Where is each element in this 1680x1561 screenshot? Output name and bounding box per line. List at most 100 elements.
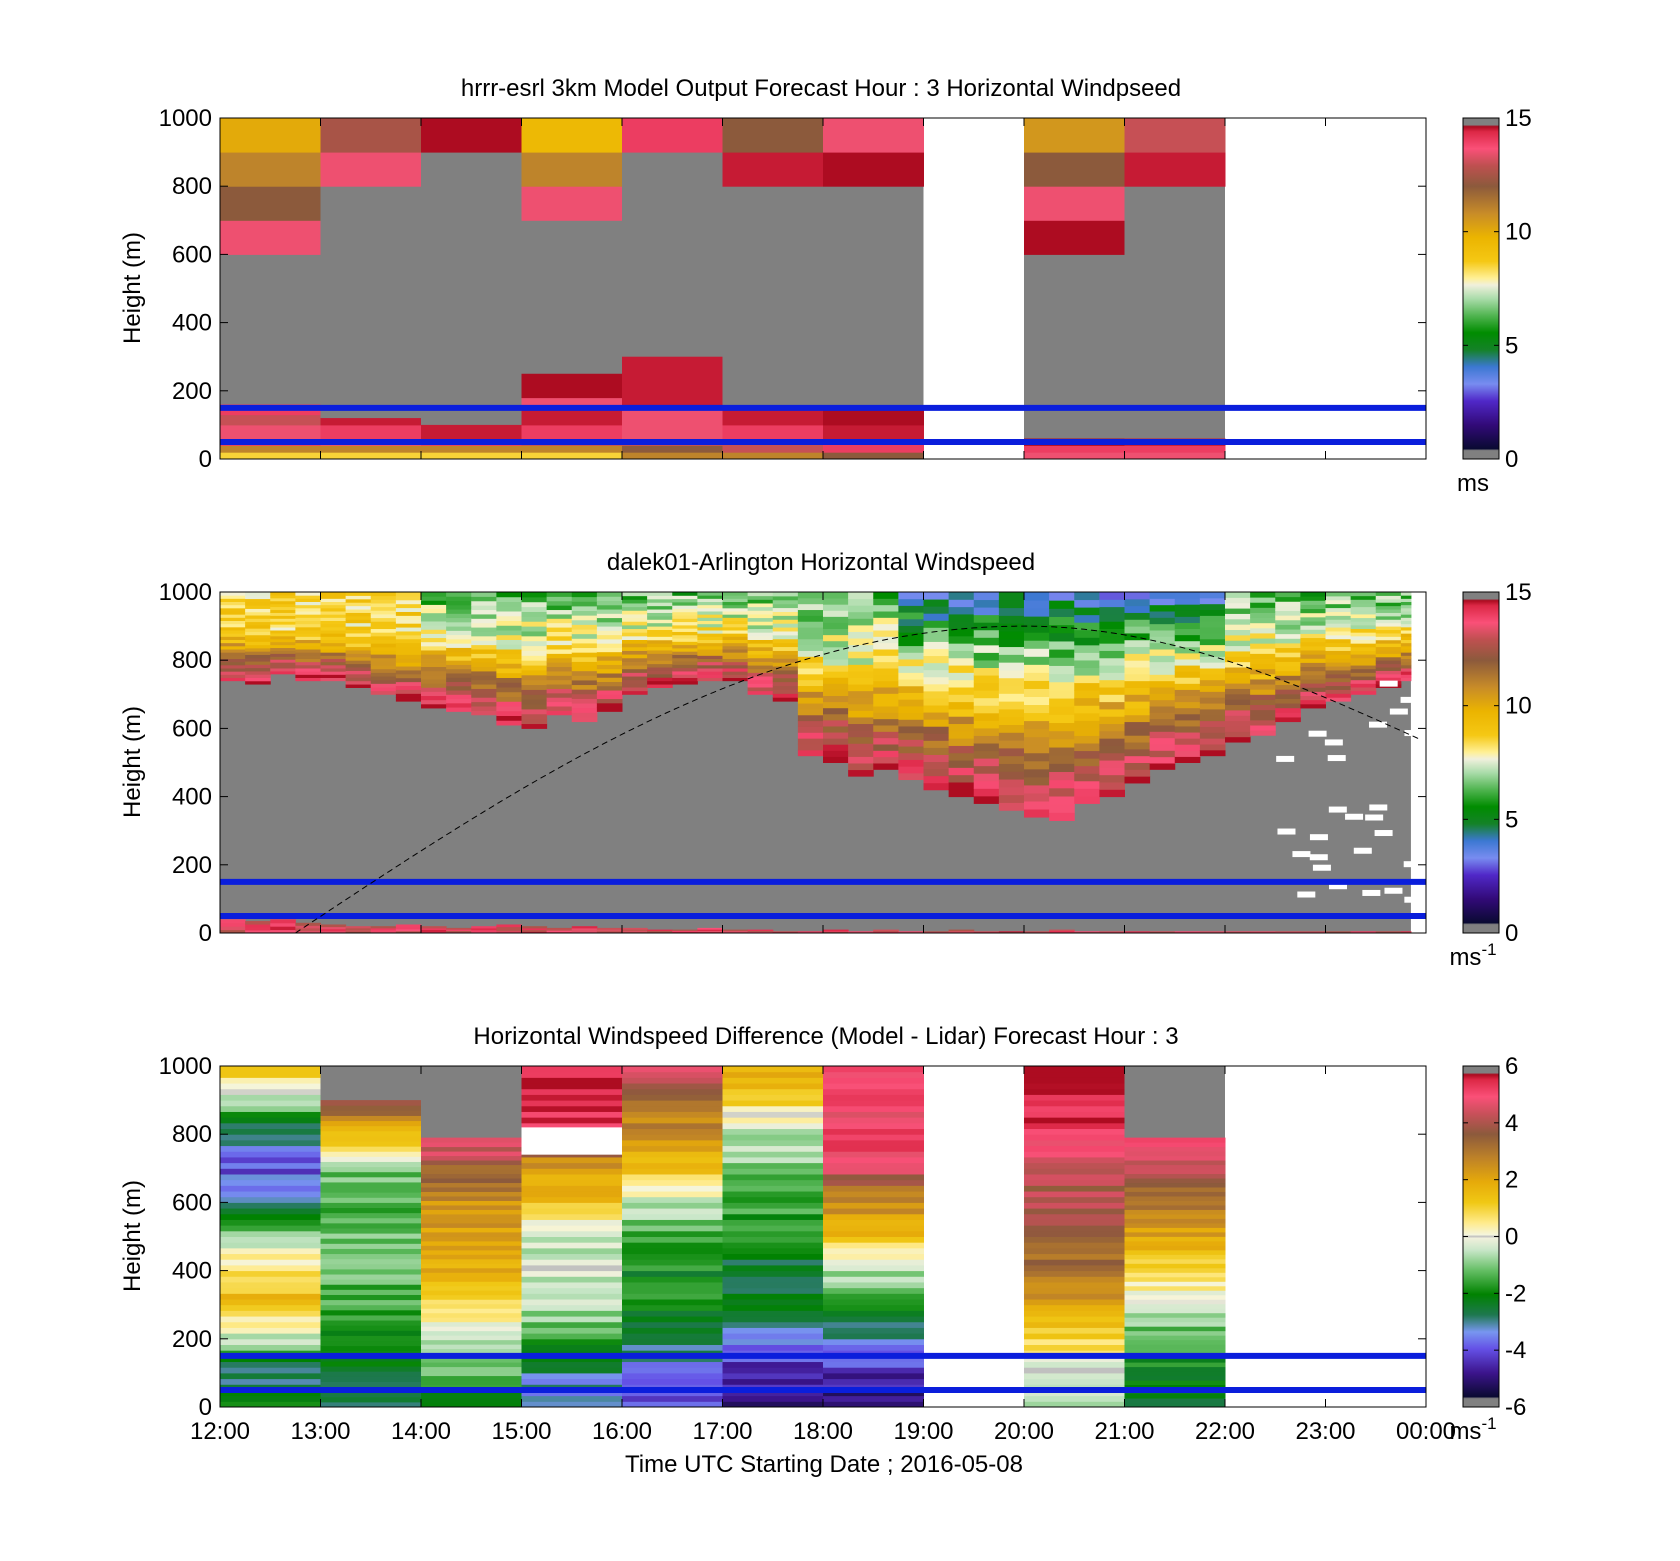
panel2-cell	[998, 740, 1025, 749]
panel2-cell	[1099, 701, 1125, 710]
panel2-cell	[1024, 800, 1050, 810]
panel2-missing-cell	[1365, 814, 1384, 821]
panel2-cell	[1300, 674, 1326, 680]
panel3-cell	[1124, 1330, 1226, 1336]
panel2-cell	[1174, 640, 1201, 648]
panel2-cell	[1099, 760, 1125, 768]
panel2-cell	[1400, 931, 1412, 933]
panel2-cell	[1300, 670, 1326, 676]
panel2-cell	[295, 667, 321, 672]
panel2-cell	[948, 716, 975, 725]
panel2-cell	[1225, 731, 1251, 738]
panel2-cell	[596, 694, 623, 700]
panel2-cell	[521, 679, 548, 686]
panel2-colorbar-label: 5	[1505, 806, 1518, 833]
panel2-cell	[697, 667, 723, 672]
panel2-cell	[596, 643, 623, 648]
panel2-cell	[1174, 604, 1201, 611]
panel3-cell	[320, 1243, 422, 1249]
panel2-cell	[1149, 724, 1176, 732]
panel2-cell	[1099, 592, 1125, 600]
panel2-cell	[1124, 742, 1151, 750]
panel1-cell	[521, 152, 623, 187]
panel2-cell	[898, 638, 924, 647]
panel2-cell	[722, 931, 749, 933]
panel2-cell	[1199, 720, 1226, 727]
panel1-cell	[521, 397, 623, 409]
panel2-cell	[245, 608, 271, 613]
panel2-cell	[1174, 701, 1201, 709]
panel2-cell	[395, 611, 422, 616]
panel3-cell	[220, 1321, 321, 1328]
panel2-cell	[1225, 602, 1251, 609]
panel2-cell	[797, 667, 824, 675]
panel2-cell	[1199, 732, 1226, 739]
panel3-cell	[521, 1179, 623, 1186]
panel3-cell	[521, 1270, 623, 1277]
panel2-cell	[1225, 677, 1251, 684]
panel2-cell	[1149, 598, 1176, 606]
panel2-cell	[1124, 687, 1151, 695]
panel2-cell	[1174, 713, 1201, 721]
panel2-cell	[1400, 661, 1412, 666]
panel2-cell	[446, 609, 472, 614]
panel3-cell	[823, 1310, 924, 1317]
panel2-cell	[1174, 756, 1201, 763]
panel2-cell	[1300, 683, 1326, 688]
panel2-cell	[1300, 658, 1326, 663]
panel2-cell	[270, 919, 296, 924]
panel2-cell	[998, 677, 1025, 687]
panel2-cell	[471, 670, 497, 676]
panel3-cell	[1024, 1156, 1125, 1164]
panel2-cell	[1199, 632, 1226, 640]
panel3-cell	[622, 1389, 723, 1397]
panel3-cell	[220, 1395, 321, 1402]
panel3-cell	[320, 1299, 422, 1306]
panel3-cell	[1024, 1213, 1125, 1220]
panel2-cell	[1099, 635, 1125, 644]
panel2-cell	[471, 635, 497, 641]
panel3-cell	[722, 1316, 824, 1323]
panel2-cell	[220, 648, 246, 653]
panel3-xtick-label: 00:00	[1396, 1418, 1456, 1445]
panel2-cell	[1400, 667, 1412, 672]
panel2-cell	[571, 675, 598, 681]
panel2-cell	[747, 657, 774, 662]
panel2-cell	[1275, 605, 1301, 612]
panel1-cell	[622, 445, 723, 453]
panel2-cell	[1174, 738, 1201, 745]
panel2-cell	[395, 592, 422, 597]
panel3-cell	[722, 1094, 824, 1101]
panel2-cell	[370, 599, 397, 604]
panel2-cell	[395, 650, 422, 655]
panel3-cell	[521, 1276, 623, 1283]
panel2-missing-cell	[1400, 696, 1419, 703]
panel2-cell	[747, 931, 774, 933]
panel2-cell	[823, 622, 849, 630]
panel3-cell	[722, 1270, 824, 1277]
panel3-xtick-label: 15:00	[491, 1418, 551, 1445]
panel2-cell	[370, 610, 397, 615]
panel2-cell	[546, 618, 573, 624]
panel3-cell	[320, 1325, 422, 1331]
panel2-cell	[471, 596, 497, 602]
panel2-cell	[245, 927, 271, 931]
panel2-cell	[1275, 661, 1301, 667]
panel2-cell	[722, 648, 749, 653]
panel2-cell	[370, 927, 397, 931]
panel2-cell	[772, 650, 799, 655]
panel2-cell	[1074, 682, 1100, 691]
panel2-cell	[370, 676, 397, 681]
panel2-cell	[395, 926, 422, 930]
panel2-colorbar-unit-exponent: -1	[1481, 940, 1496, 959]
panel2-cell	[823, 671, 849, 678]
panel2-cell	[596, 596, 623, 602]
panel2-cell	[320, 629, 347, 634]
panel2-colorbar-label: 15	[1505, 579, 1532, 606]
panel2-cell	[1375, 646, 1402, 651]
panel2-cell	[320, 677, 347, 682]
panel1-colorbar-scale	[1462, 117, 1500, 460]
panel3-cell	[421, 1245, 522, 1251]
